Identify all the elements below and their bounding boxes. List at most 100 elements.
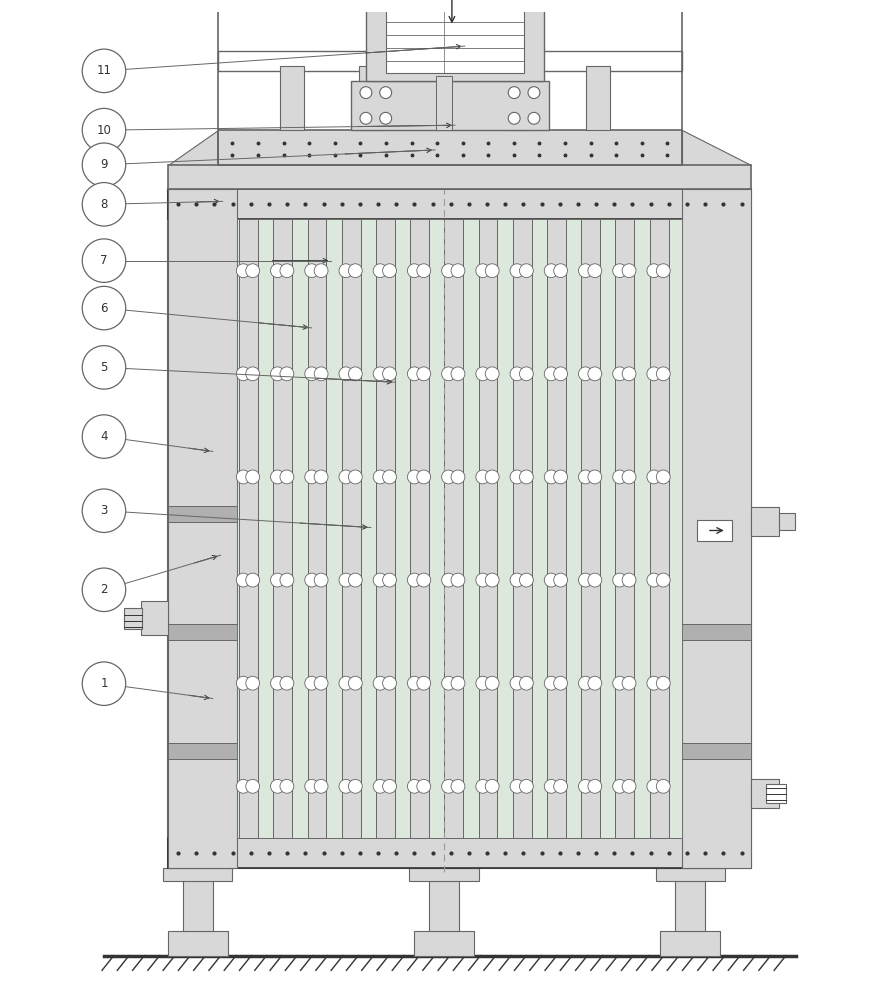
Bar	[675, 876, 705, 931]
Polygon shape	[168, 130, 218, 165]
Circle shape	[544, 573, 559, 587]
Circle shape	[314, 779, 328, 793]
Circle shape	[647, 676, 661, 690]
Circle shape	[305, 264, 319, 278]
Circle shape	[373, 573, 387, 587]
Circle shape	[588, 470, 602, 484]
Text: 1: 1	[100, 677, 107, 690]
Circle shape	[383, 470, 396, 484]
Circle shape	[83, 183, 126, 226]
Circle shape	[578, 779, 592, 793]
Circle shape	[271, 264, 284, 278]
Circle shape	[656, 470, 670, 484]
Circle shape	[339, 470, 353, 484]
Circle shape	[271, 573, 284, 587]
Circle shape	[613, 264, 627, 278]
Circle shape	[613, 367, 627, 381]
Bar	[140, 601, 168, 635]
Bar	[168, 165, 751, 189]
Circle shape	[280, 264, 294, 278]
Circle shape	[554, 367, 567, 381]
Bar	[661, 931, 720, 956]
Circle shape	[83, 143, 126, 187]
Circle shape	[656, 573, 670, 587]
Circle shape	[339, 264, 353, 278]
Circle shape	[451, 676, 465, 690]
Circle shape	[416, 676, 431, 690]
Circle shape	[383, 264, 396, 278]
Bar	[218, 0, 682, 165]
Circle shape	[373, 367, 387, 381]
Circle shape	[476, 779, 489, 793]
Circle shape	[314, 573, 328, 587]
Circle shape	[476, 367, 489, 381]
Circle shape	[510, 367, 524, 381]
Circle shape	[271, 367, 284, 381]
Text: 10: 10	[97, 124, 111, 137]
Circle shape	[339, 573, 353, 587]
Circle shape	[416, 573, 431, 587]
Circle shape	[613, 573, 627, 587]
Circle shape	[647, 264, 661, 278]
Circle shape	[578, 367, 592, 381]
Circle shape	[380, 87, 392, 99]
Text: 7: 7	[100, 254, 107, 267]
Circle shape	[246, 367, 259, 381]
Circle shape	[83, 662, 126, 705]
Circle shape	[510, 676, 524, 690]
Circle shape	[360, 87, 372, 99]
Bar	[218, 130, 682, 165]
Circle shape	[83, 568, 126, 612]
Circle shape	[647, 779, 661, 793]
Circle shape	[246, 573, 259, 587]
Circle shape	[519, 779, 534, 793]
Circle shape	[246, 264, 259, 278]
Circle shape	[519, 676, 534, 690]
Circle shape	[485, 367, 499, 381]
Circle shape	[441, 367, 456, 381]
Bar	[237, 219, 682, 838]
Circle shape	[485, 573, 499, 587]
Circle shape	[348, 470, 362, 484]
Circle shape	[510, 573, 524, 587]
Circle shape	[554, 470, 567, 484]
Bar	[168, 931, 227, 956]
Circle shape	[83, 239, 126, 282]
Bar	[507, 66, 531, 130]
Bar	[183, 876, 213, 931]
Circle shape	[622, 367, 636, 381]
Bar	[615, 219, 634, 838]
Circle shape	[647, 470, 661, 484]
Circle shape	[348, 367, 362, 381]
Circle shape	[554, 264, 567, 278]
Bar	[376, 219, 395, 838]
Circle shape	[246, 470, 259, 484]
Circle shape	[578, 264, 592, 278]
Circle shape	[476, 264, 489, 278]
Bar	[385, 0, 524, 73]
Bar	[359, 66, 383, 130]
Circle shape	[380, 112, 392, 124]
Circle shape	[236, 367, 250, 381]
Circle shape	[314, 470, 328, 484]
Bar	[779, 513, 795, 530]
Circle shape	[451, 779, 465, 793]
Circle shape	[528, 87, 540, 99]
Bar	[168, 506, 237, 522]
Circle shape	[647, 367, 661, 381]
Bar	[280, 66, 304, 130]
Circle shape	[83, 108, 126, 152]
Circle shape	[528, 112, 540, 124]
Circle shape	[519, 470, 534, 484]
Bar	[168, 624, 237, 640]
Bar	[547, 219, 566, 838]
Circle shape	[656, 367, 670, 381]
Text: 5: 5	[100, 361, 107, 374]
Bar	[123, 608, 141, 629]
Polygon shape	[682, 130, 751, 165]
Bar	[410, 219, 429, 838]
Circle shape	[348, 264, 362, 278]
Bar	[168, 189, 237, 868]
Circle shape	[305, 676, 319, 690]
Circle shape	[373, 264, 387, 278]
